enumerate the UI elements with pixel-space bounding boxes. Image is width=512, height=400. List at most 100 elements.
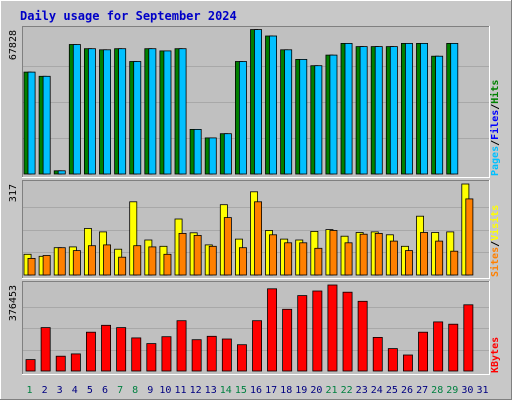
x-tick-label-17: 17 xyxy=(265,385,277,396)
bar-kbytes-day-1 xyxy=(25,359,36,372)
bar-files-day-11 xyxy=(178,48,187,175)
bar-kbytes-day-27 xyxy=(418,331,429,372)
bar-files-day-18 xyxy=(284,49,293,175)
panel-1-legend: Pages/Files/Hits xyxy=(489,80,501,176)
bar-files-day-7 xyxy=(118,48,127,175)
bar-files-day-5 xyxy=(88,48,96,175)
bar-kbytes-day-29 xyxy=(448,323,459,372)
bar-sites-day-29 xyxy=(450,250,459,276)
bar-kbytes-day-7 xyxy=(116,327,127,372)
x-tick-label-7: 7 xyxy=(117,385,123,396)
bar-files-day-2 xyxy=(42,75,51,175)
chart-title: Daily usage for September 2024 xyxy=(20,9,237,23)
bar-files-day-16 xyxy=(254,29,262,175)
bar-kbytes-day-19 xyxy=(297,295,308,372)
bar-sites-day-28 xyxy=(435,240,444,276)
bar-kbytes-day-25 xyxy=(387,348,398,372)
bar-sites-day-1 xyxy=(27,257,36,276)
bar-kbytes-day-9 xyxy=(146,343,157,372)
panel-1: 67828 Pages/Files/Hits xyxy=(8,26,501,178)
bar-visits-day-8 xyxy=(129,201,138,276)
bar-kbytes-day-2 xyxy=(40,327,51,372)
x-tick-label-11: 11 xyxy=(174,385,186,396)
bar-sites-day-25 xyxy=(389,240,398,276)
bar-files-day-3 xyxy=(57,170,66,175)
bar-kbytes-day-24 xyxy=(372,336,383,372)
bar-files-day-9 xyxy=(148,48,157,175)
legend-visits: Visits xyxy=(489,205,501,241)
bar-kbytes-day-21 xyxy=(327,284,338,372)
panel-3: 376453 KBytes xyxy=(8,281,501,375)
bar-files-day-29 xyxy=(450,43,459,175)
bar-sites-day-9 xyxy=(148,246,157,276)
bar-kbytes-day-4 xyxy=(70,353,81,372)
bar-sites-day-18 xyxy=(284,242,293,276)
bar-sites-day-10 xyxy=(163,253,172,276)
bar-kbytes-day-10 xyxy=(161,336,172,372)
x-tick-label-22: 22 xyxy=(341,385,353,396)
bar-sites-day-21 xyxy=(329,230,338,276)
x-tick-label-9: 9 xyxy=(147,385,153,396)
bar-files-day-17 xyxy=(269,35,277,175)
bar-files-day-1 xyxy=(27,71,36,175)
x-tick-label-13: 13 xyxy=(205,385,217,396)
x-tick-label-2: 2 xyxy=(42,385,48,396)
bar-files-day-20 xyxy=(314,65,323,175)
x-tick-label-26: 26 xyxy=(401,385,413,396)
x-tick-label-14: 14 xyxy=(220,385,232,396)
bar-sites-day-7 xyxy=(118,256,127,276)
bar-sites-day-14 xyxy=(223,217,232,276)
x-tick-label-28: 28 xyxy=(431,385,443,396)
x-tick-label-16: 16 xyxy=(250,385,262,396)
x-tick-label-3: 3 xyxy=(57,385,63,396)
bar-kbytes-day-30 xyxy=(463,304,474,372)
bar-sites-day-17 xyxy=(269,234,277,276)
bar-sites-day-23 xyxy=(359,233,368,276)
bar-sites-day-15 xyxy=(238,247,247,276)
bar-files-day-21 xyxy=(329,54,338,175)
x-tick-label-15: 15 xyxy=(235,385,247,396)
panel-1-ymax-label: 67828 xyxy=(8,30,19,60)
bar-files-day-23 xyxy=(359,46,368,175)
bar-sites-day-26 xyxy=(404,250,413,276)
bar-files-day-28 xyxy=(435,55,444,175)
x-tick-label-18: 18 xyxy=(280,385,292,396)
x-axis-labels: 1 2 3 4 5 6 7 8 9 10 11 12 13 14 15 16 17 18 19 20 21 22 23 24 2… xyxy=(26,385,488,396)
bar-files-day-15 xyxy=(238,61,247,175)
bar-kbytes-day-16 xyxy=(252,320,263,372)
panel-2-legend: Sites/Visits xyxy=(489,205,501,277)
x-tick-label-4: 4 xyxy=(72,385,78,396)
x-tick-label-12: 12 xyxy=(190,385,202,396)
bar-files-day-12 xyxy=(193,128,202,175)
x-tick-label-19: 19 xyxy=(295,385,307,396)
legend-hits: Hits xyxy=(489,80,501,104)
x-tick-label-29: 29 xyxy=(446,385,458,396)
bar-sites-day-4 xyxy=(72,250,81,276)
bar-kbytes-day-8 xyxy=(131,337,142,372)
bar-files-day-4 xyxy=(72,44,81,175)
bar-kbytes-day-12 xyxy=(191,339,202,372)
x-tick-label-31: 31 xyxy=(476,385,488,396)
x-tick-label-27: 27 xyxy=(416,385,428,396)
x-tick-label-8: 8 xyxy=(132,385,138,396)
legend-pages: Pages xyxy=(490,146,501,176)
bar-kbytes-day-14 xyxy=(221,338,232,372)
bar-kbytes-day-11 xyxy=(176,320,187,372)
bar-kbytes-day-28 xyxy=(433,321,444,372)
bar-files-day-27 xyxy=(420,43,428,175)
bar-kbytes-day-22 xyxy=(342,291,353,372)
x-tick-label-30: 30 xyxy=(461,385,473,396)
x-tick-label-1: 1 xyxy=(26,385,32,396)
bar-files-day-25 xyxy=(389,46,398,175)
bar-sites-day-12 xyxy=(193,234,202,276)
bar-files-day-14 xyxy=(223,133,232,175)
legend-files: Files xyxy=(489,110,501,140)
chart-panels: 67828 Pages/Files/Hits 317 Sites/Visits 3764… xyxy=(8,26,501,375)
bar-files-day-19 xyxy=(299,59,308,175)
bar-sites-day-2 xyxy=(42,255,51,276)
bar-sites-day-30 xyxy=(465,198,474,276)
x-tick-label-24: 24 xyxy=(371,385,383,396)
bar-files-day-13 xyxy=(208,137,217,175)
bar-files-day-24 xyxy=(374,46,383,175)
